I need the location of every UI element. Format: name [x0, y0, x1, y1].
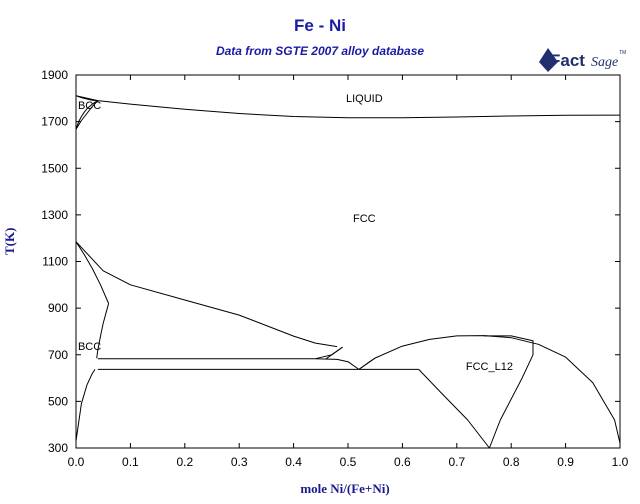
- x-tick-label: 0.1: [122, 455, 139, 469]
- x-tick-label: 0.6: [394, 455, 411, 469]
- phase-boundary-4: [75, 241, 110, 304]
- phase-boundary-1: [75, 95, 98, 102]
- x-tick-label: 0.4: [285, 455, 302, 469]
- svg-text:Fact: Fact: [550, 51, 585, 70]
- phase-boundary-11: [358, 335, 621, 444]
- phase-boundary-15: [484, 335, 534, 449]
- y-axis-label: T(K): [2, 227, 17, 255]
- x-tick-label: 0.7: [448, 455, 465, 469]
- y-tick-label: 900: [48, 301, 68, 315]
- x-tick-label: 0.5: [340, 455, 357, 469]
- x-tick-label: 0.9: [557, 455, 574, 469]
- phase-region-label: FCC_L12: [466, 361, 513, 373]
- y-tick-label: 1900: [41, 68, 68, 82]
- y-tick-label: 1100: [42, 255, 68, 269]
- phase-region-label: FCC: [353, 213, 376, 225]
- x-tick-label: 0.2: [176, 455, 193, 469]
- plot-area: [75, 74, 621, 449]
- phase-boundary-10: [315, 358, 360, 370]
- x-axis-label: mole Ni/(Fe+Ni): [300, 481, 390, 496]
- y-tick-label: 1500: [41, 161, 68, 175]
- y-tick-label: 700: [48, 348, 68, 362]
- x-tick-label: 0.3: [231, 455, 248, 469]
- y-tick-label: 300: [48, 441, 68, 455]
- svg-text:Sage: Sage: [591, 55, 618, 70]
- phase-boundary-16: [75, 369, 96, 442]
- chart-title: Fe - Ni: [294, 16, 346, 35]
- phase-boundary-0: [75, 95, 621, 119]
- y-tick-label: 500: [48, 394, 68, 408]
- phase-boundary-3: [75, 100, 99, 130]
- phase-region-label: BCC: [78, 100, 101, 112]
- chart-subtitle: Data from SGTE 2007 alloy database: [215, 44, 425, 58]
- phase-boundary-14: [418, 369, 490, 449]
- svg-text:TM: TM: [619, 50, 626, 56]
- phase-boundary-5: [96, 303, 110, 359]
- factsage-logo: Fact Sage TM: [539, 48, 626, 72]
- phase-region-label: LIQUID: [346, 93, 383, 105]
- phase-boundary-6: [75, 241, 338, 348]
- y-tick-label: 1700: [41, 115, 68, 129]
- x-tick-label: 0.8: [503, 455, 520, 469]
- x-tick-label: 1.0: [612, 455, 629, 469]
- phase-region-label: BCC: [78, 341, 101, 353]
- phase-boundary-12: [358, 357, 376, 370]
- y-tick-label: 1300: [41, 208, 68, 222]
- phase-boundary-9: [325, 346, 343, 360]
- x-tick-label: 0.0: [68, 455, 85, 469]
